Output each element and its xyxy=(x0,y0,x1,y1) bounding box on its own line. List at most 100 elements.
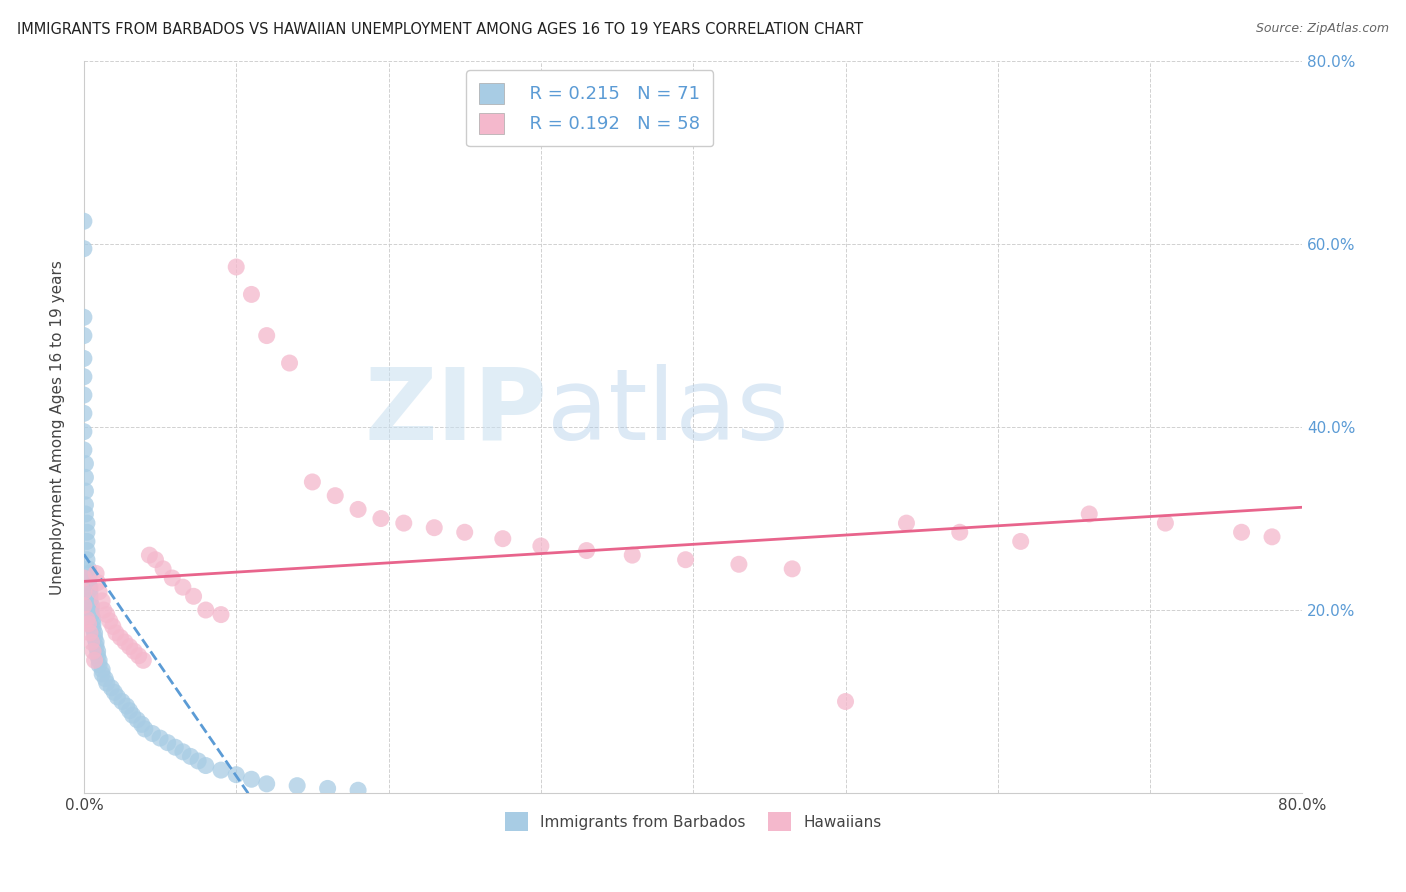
Point xyxy=(111,694,134,708)
Point xyxy=(172,580,194,594)
Point xyxy=(110,631,132,645)
Point xyxy=(77,575,100,590)
Point xyxy=(75,498,97,512)
Point xyxy=(530,539,553,553)
Point xyxy=(1261,530,1284,544)
Point xyxy=(187,754,209,768)
Point xyxy=(454,525,477,540)
Point xyxy=(316,781,339,796)
Y-axis label: Unemployment Among Ages 16 to 19 years: Unemployment Among Ages 16 to 19 years xyxy=(51,260,65,594)
Point xyxy=(79,584,101,599)
Point xyxy=(73,406,96,420)
Point xyxy=(80,599,103,613)
Point xyxy=(141,726,163,740)
Point xyxy=(80,635,103,649)
Point xyxy=(80,603,103,617)
Point xyxy=(73,584,96,599)
Point xyxy=(1010,534,1032,549)
Point xyxy=(156,736,179,750)
Point xyxy=(347,502,370,516)
Point xyxy=(89,657,111,672)
Point xyxy=(73,425,96,439)
Point xyxy=(73,369,96,384)
Point xyxy=(73,388,96,402)
Point xyxy=(96,676,118,690)
Point xyxy=(107,690,129,704)
Point xyxy=(132,653,155,667)
Point xyxy=(89,584,111,599)
Point xyxy=(131,717,153,731)
Point xyxy=(91,667,114,681)
Text: ZIP: ZIP xyxy=(364,364,547,461)
Point xyxy=(77,566,100,581)
Point xyxy=(225,260,247,274)
Point xyxy=(83,626,105,640)
Point xyxy=(76,543,98,558)
Point xyxy=(73,442,96,457)
Point xyxy=(101,619,124,633)
Point xyxy=(82,621,104,635)
Point xyxy=(278,356,301,370)
Point xyxy=(492,532,515,546)
Point xyxy=(82,616,104,631)
Point xyxy=(94,672,117,686)
Point xyxy=(73,328,96,343)
Point xyxy=(89,653,111,667)
Point xyxy=(149,731,172,745)
Point xyxy=(76,612,98,626)
Point xyxy=(75,507,97,521)
Point xyxy=(621,548,644,562)
Point xyxy=(79,580,101,594)
Point xyxy=(180,749,202,764)
Point xyxy=(209,763,232,777)
Point xyxy=(128,648,150,663)
Point xyxy=(301,475,323,489)
Text: atlas: atlas xyxy=(547,364,789,461)
Point xyxy=(114,635,136,649)
Point xyxy=(118,704,141,718)
Point xyxy=(82,644,104,658)
Point xyxy=(1078,507,1101,521)
Point xyxy=(82,612,104,626)
Point xyxy=(84,566,107,581)
Text: IMMIGRANTS FROM BARBADOS VS HAWAIIAN UNEMPLOYMENT AMONG AGES 16 TO 19 YEARS CORR: IMMIGRANTS FROM BARBADOS VS HAWAIIAN UNE… xyxy=(17,22,863,37)
Point xyxy=(84,640,107,654)
Point xyxy=(79,594,101,608)
Point xyxy=(93,603,115,617)
Point xyxy=(392,516,415,530)
Point xyxy=(73,571,96,585)
Point xyxy=(77,571,100,585)
Point xyxy=(780,562,803,576)
Point xyxy=(896,516,918,530)
Point xyxy=(76,516,98,530)
Point xyxy=(1154,516,1177,530)
Point xyxy=(76,552,98,566)
Point xyxy=(152,562,174,576)
Point xyxy=(73,242,96,256)
Point xyxy=(73,214,96,228)
Point xyxy=(949,525,972,540)
Point xyxy=(256,328,278,343)
Point xyxy=(127,713,149,727)
Point xyxy=(122,644,145,658)
Point xyxy=(138,548,160,562)
Point xyxy=(121,708,143,723)
Point xyxy=(103,685,125,699)
Point xyxy=(73,599,96,613)
Point xyxy=(84,635,107,649)
Point xyxy=(118,640,141,654)
Point xyxy=(73,310,96,325)
Point xyxy=(91,663,114,677)
Point xyxy=(115,699,138,714)
Point xyxy=(73,351,96,366)
Point xyxy=(323,489,346,503)
Point xyxy=(240,287,263,301)
Point xyxy=(77,616,100,631)
Point xyxy=(165,740,187,755)
Point xyxy=(285,779,308,793)
Point xyxy=(86,648,108,663)
Point xyxy=(76,534,98,549)
Point xyxy=(91,594,114,608)
Point xyxy=(834,694,856,708)
Point xyxy=(145,552,167,566)
